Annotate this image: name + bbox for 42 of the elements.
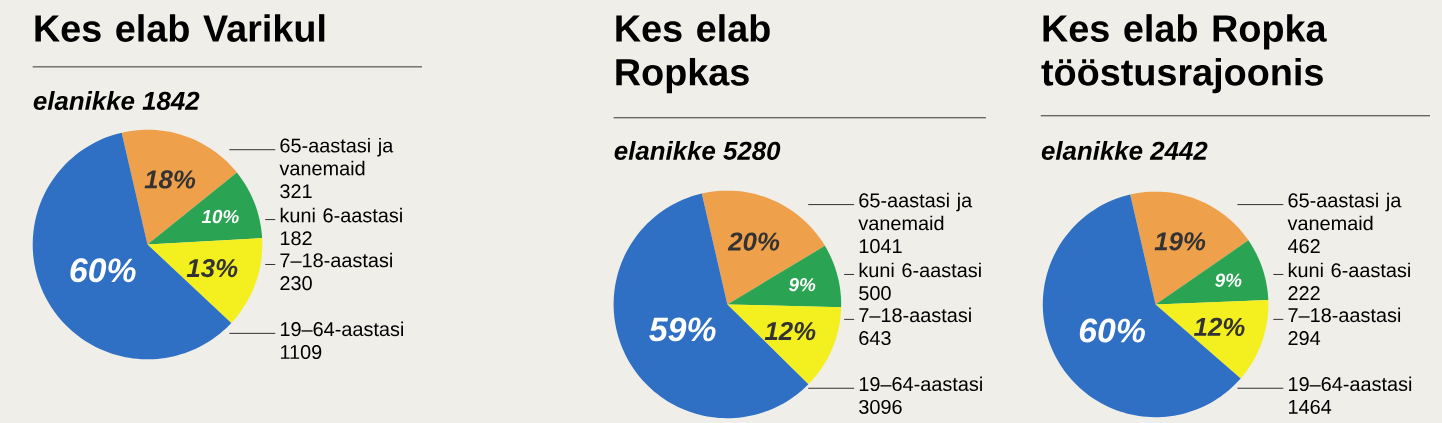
text: 222 — [1288, 286, 1320, 300]
data-label: 60% — [1079, 318, 1145, 343]
slice-label: 65-aastasi ja vanemaid — [1287, 192, 1402, 231]
slice-label: kuni 6-aastasi — [859, 262, 981, 278]
slice-label: 19–64-aastasi — [1289, 376, 1412, 391]
slice-label: kuni 6-aastasi — [1288, 262, 1410, 278]
text: 230 — [280, 276, 312, 291]
text: 321 — [280, 184, 312, 199]
chart-subtitle: elanikke 2442 — [1041, 140, 1208, 160]
slice-label: 19–64-aastasi — [280, 321, 404, 337]
data-label: 18% — [144, 170, 196, 189]
data-label: 9% — [1215, 273, 1242, 287]
slice-label: 19–64-aastasi — [859, 376, 982, 391]
text: 1464 — [1289, 399, 1332, 414]
text: 3096 — [859, 399, 902, 414]
slice-label: 7–18-aastasi — [859, 307, 971, 323]
data-label: 12% — [1193, 317, 1245, 336]
data-label: 19% — [1154, 232, 1206, 251]
text: 643 — [859, 330, 891, 345]
slice-label: 65-aastasi ja vanemaid — [858, 192, 973, 231]
text: 1041 — [859, 239, 902, 254]
text: 462 — [1287, 239, 1320, 254]
slice-label: 7–18-aastasi — [1288, 307, 1401, 323]
data-label: 9% — [788, 277, 816, 292]
slice-label: kuni 6-aastasi — [280, 207, 402, 223]
chart-subtitle: elanikke 5280 — [614, 140, 781, 160]
data-label: 13% — [186, 258, 238, 278]
chart-title: Kes elab Varikul — [35, 14, 325, 42]
chart-subtitle: elanikke 1842 — [33, 90, 200, 110]
data-label: 12% — [764, 321, 816, 341]
data-label: 59% — [649, 317, 716, 342]
text: 500 — [859, 286, 891, 301]
slice-label: 7–18-aastasi — [280, 252, 392, 268]
chart-title: Kes elab Ropka tööstusrajoonis — [1041, 14, 1327, 94]
data-label: 60% — [70, 258, 136, 283]
text: 182 — [280, 231, 312, 246]
slice-label: 65-aastasi ja vanemaid — [279, 137, 394, 176]
chart-title: Kes elab Ropkas — [616, 14, 770, 94]
text: 294 — [1288, 330, 1321, 345]
data-label: 20% — [727, 232, 780, 251]
text: 1109 — [280, 344, 322, 359]
data-label: 10% — [201, 209, 239, 224]
